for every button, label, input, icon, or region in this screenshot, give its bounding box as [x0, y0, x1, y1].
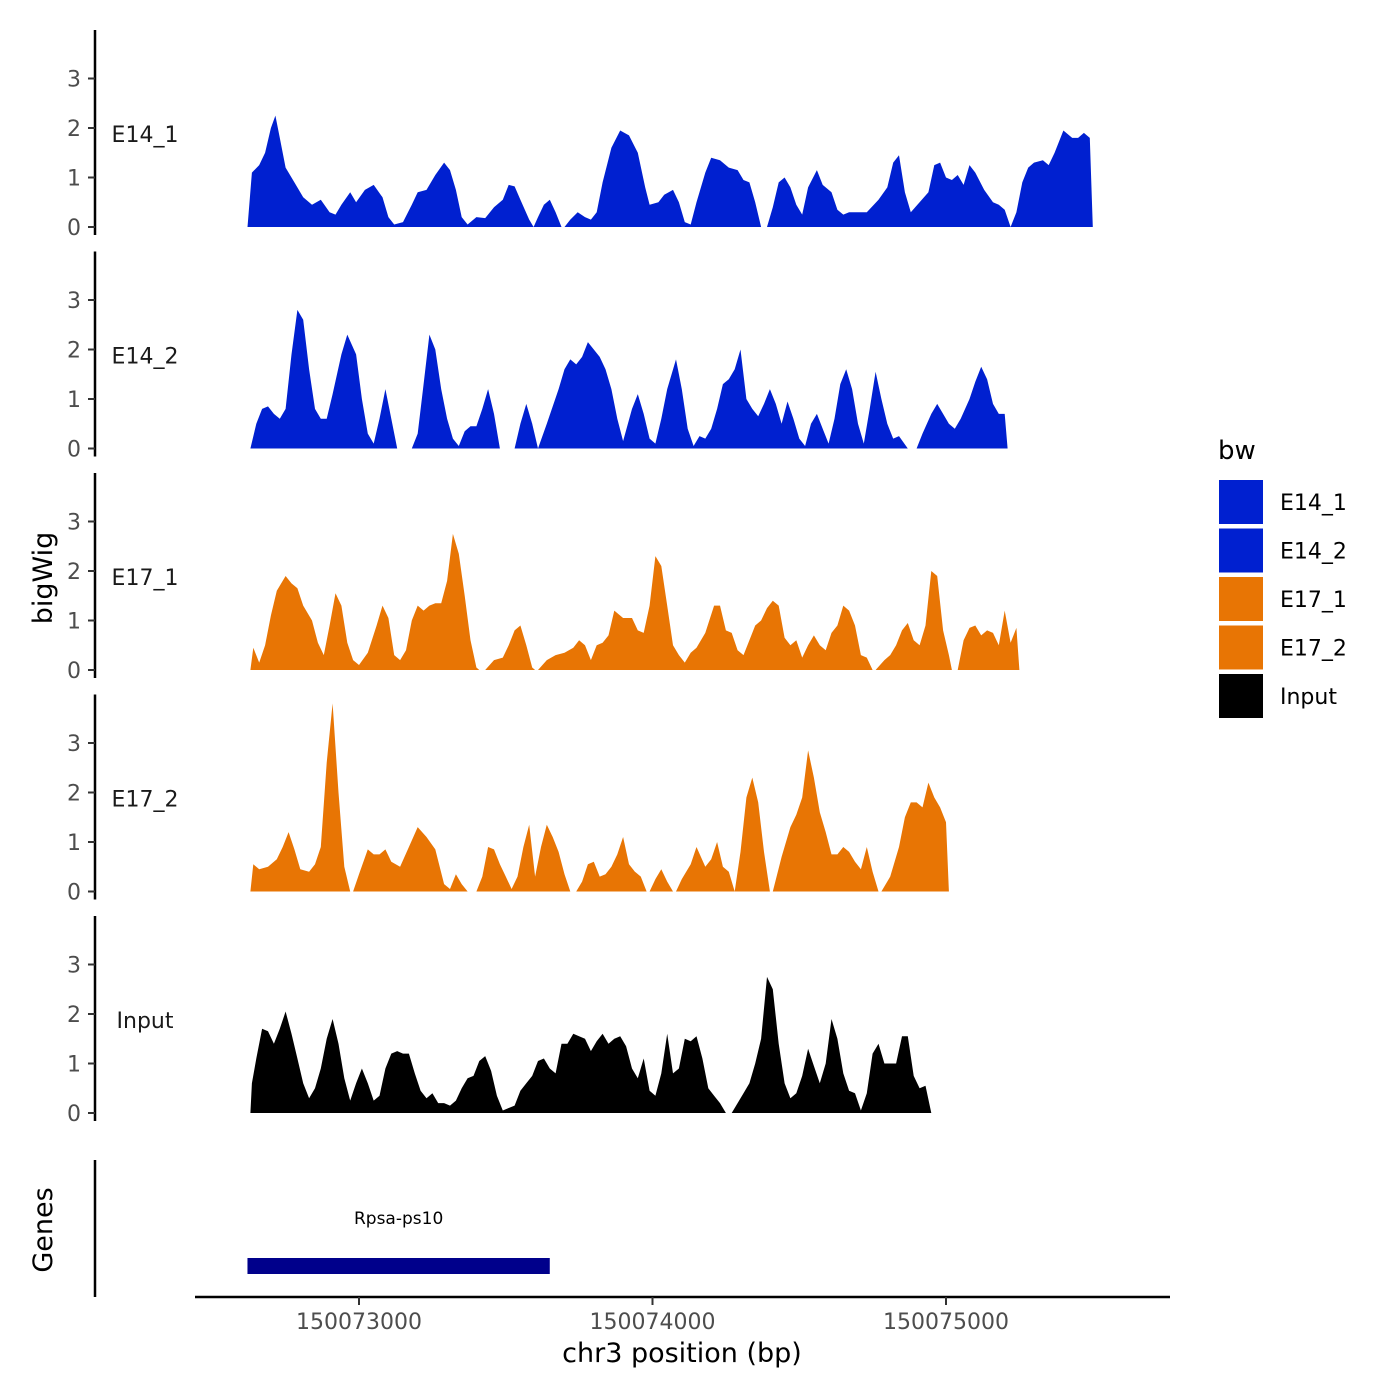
x-axis-title: chr3 position (bp) [562, 1338, 802, 1369]
bigwig-tracks: 0 1 2 3 E14_1 0 1 2 3 E14_2 0 1 2 3 E17_1 0 1 2 3 E17_2 0 1 2 3… [67, 30, 1093, 1127]
y-tick-label: 2 [67, 117, 81, 142]
y-tick-label: 1 [67, 388, 81, 413]
gene-features: Rpsa-ps10 [247, 1209, 550, 1274]
y-tick-label: 1 [67, 831, 81, 856]
coverage-area [250, 533, 480, 670]
genes-label: Genes [28, 1187, 59, 1272]
coverage-area [538, 342, 908, 449]
legend: bw E14_1 E14_2 E17_1 E17_2 Input [1218, 436, 1347, 718]
legend-swatch [1219, 625, 1263, 670]
legend-swatch [1219, 674, 1263, 718]
legend-label: Input [1280, 685, 1337, 710]
gene-bar [247, 1258, 550, 1274]
x-tick-label: 150075000 [883, 1310, 1009, 1335]
y-tick-label: 2 [67, 782, 81, 807]
coverage-area [250, 1011, 726, 1113]
track-E14_2: 0 1 2 3 E14_2 [67, 251, 1008, 463]
legend-label: E14_2 [1280, 540, 1347, 565]
y-tick-label: 1 [67, 610, 81, 635]
coverage-area [1010, 130, 1093, 227]
coverage-area [734, 777, 770, 892]
coverage-area [476, 824, 571, 892]
y-tick-label: 0 [67, 881, 81, 906]
y-tick-label: 3 [67, 511, 81, 536]
coverage-area [731, 976, 932, 1113]
y-tick-label: 3 [67, 68, 81, 93]
coverage-area [250, 309, 398, 449]
track-Input: 0 1 2 3 Input [67, 916, 932, 1127]
y-tick-label: 0 [67, 216, 81, 241]
track-E14_1: 0 1 2 3 E14_1 [67, 30, 1093, 241]
legend-swatch [1219, 480, 1263, 524]
track-label: E14_1 [112, 123, 179, 148]
y-tick-label: 0 [67, 659, 81, 684]
coverage-area [538, 556, 873, 670]
legend-entries: E14_1 E14_2 E17_1 E17_2 Input [1219, 480, 1347, 718]
coverage-area [881, 782, 949, 892]
x-ticks: 150073000 150074000 150075000 [296, 1297, 1009, 1335]
gene-track: Genes Rpsa-ps10 [28, 1160, 550, 1297]
y-tick-label: 2 [67, 339, 81, 364]
track-E17_2: 0 1 2 3 E17_2 [67, 694, 949, 906]
coverage-area [875, 571, 952, 670]
coverage-area [353, 827, 468, 892]
y-tick-label: 0 [67, 1102, 81, 1127]
track-E17_1: 0 1 2 3 E17_1 [67, 473, 1020, 684]
coverage-area [247, 115, 534, 227]
track-label: E17_2 [112, 788, 179, 813]
y-tick-label: 1 [67, 167, 81, 192]
legend-label: E17_2 [1280, 637, 1347, 662]
coverage-area [576, 837, 647, 892]
legend-swatch [1219, 528, 1263, 573]
coverage-area [514, 403, 538, 449]
y-tick-label: 2 [67, 1003, 81, 1028]
track-label: Input [117, 1009, 174, 1034]
coverage-area [533, 199, 562, 227]
legend-label: E14_1 [1280, 491, 1347, 516]
x-axis: 150073000 150074000 150075000 chr3 positio… [195, 1295, 1170, 1369]
y-tick-label: 3 [67, 732, 81, 757]
x-tick-label: 150074000 [590, 1310, 716, 1335]
coverage-area [772, 750, 879, 892]
coverage-area [676, 842, 735, 892]
track-label: E14_2 [112, 345, 179, 370]
legend-title: bw [1218, 436, 1256, 466]
coverage-area [957, 610, 1020, 670]
y-tick-label: 0 [67, 438, 81, 463]
x-tick-label: 150073000 [296, 1310, 422, 1335]
y-tick-label: 3 [67, 289, 81, 314]
y-tick-label: 3 [67, 954, 81, 979]
coverage-area [485, 625, 536, 670]
gene-label: Rpsa-ps10 [354, 1209, 443, 1229]
coverage-area [564, 130, 762, 227]
legend-label: E17_1 [1280, 588, 1347, 613]
coverage-area [916, 366, 1008, 449]
coverage-area [250, 703, 351, 892]
y-axis-title: bigWig [28, 532, 59, 625]
y-tick-label: 1 [67, 1053, 81, 1078]
y-tick-label: 2 [67, 560, 81, 585]
legend-swatch [1219, 577, 1263, 621]
coverage-area [767, 155, 1011, 227]
track-label: E17_1 [112, 566, 179, 591]
coverage-area [649, 869, 673, 892]
coverage-area [411, 334, 500, 449]
